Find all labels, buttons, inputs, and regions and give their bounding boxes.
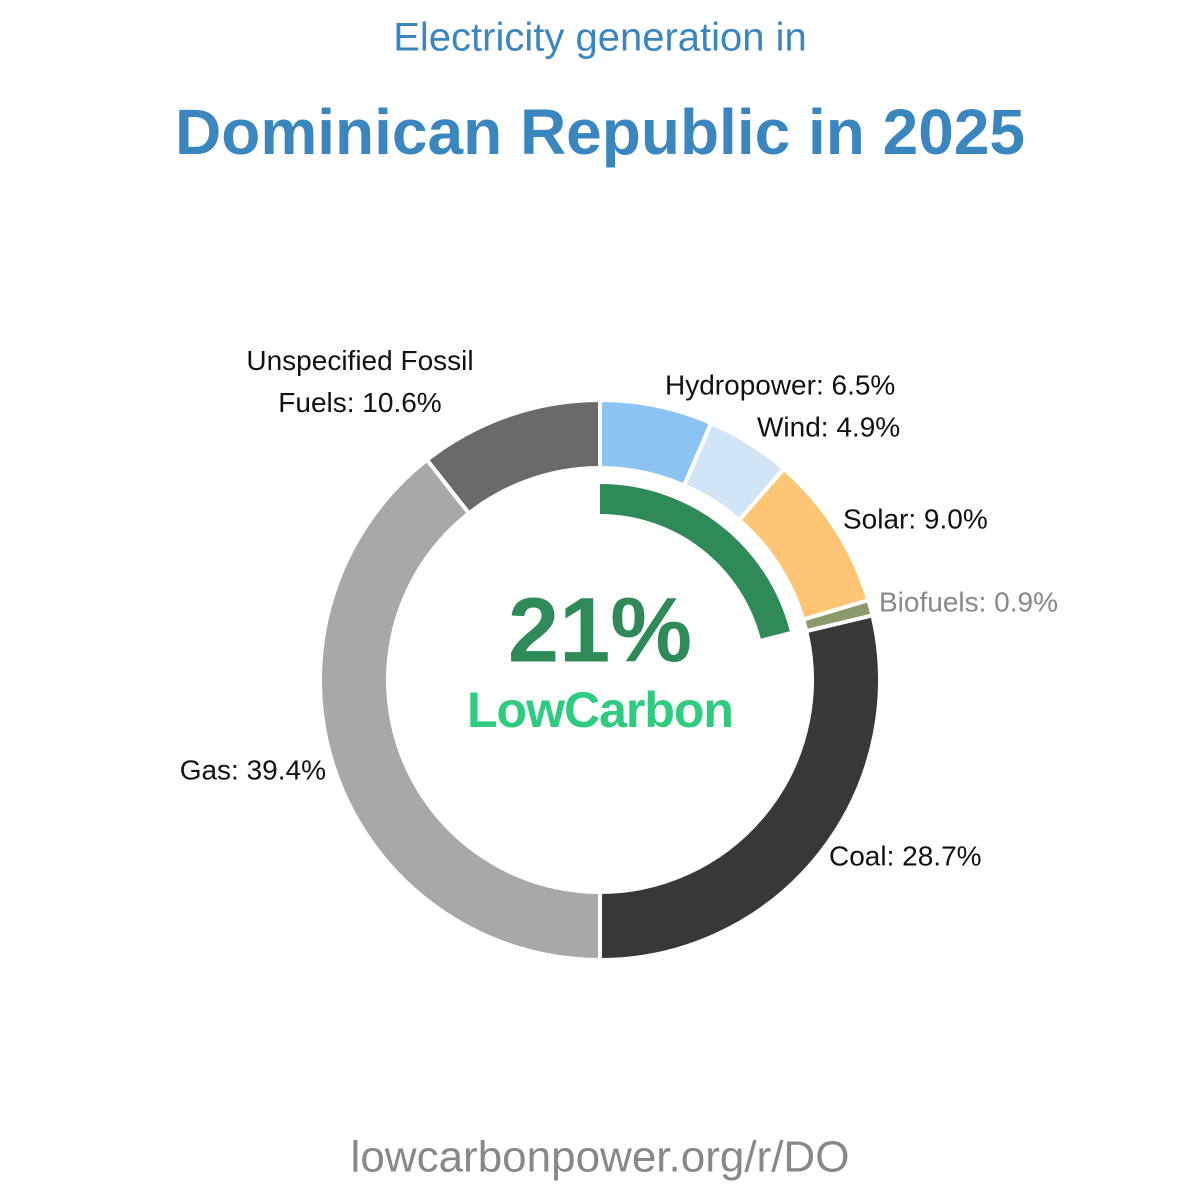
chart-subtitle: Electricity generation in (393, 16, 807, 60)
slice (424, 397, 602, 517)
chart-title: Dominican Republic in 2025 (175, 96, 1025, 168)
brand: LowCarbon (467, 682, 733, 738)
slice-label: Gas: 39.4% (180, 754, 326, 785)
slice (318, 457, 602, 963)
slice-label: Solar: 9.0% (843, 503, 988, 534)
slice-label: Coal: 28.7% (829, 840, 982, 871)
footer: lowcarbonpower.org/r/DO (351, 1133, 850, 1182)
slice-label: Biofuels: 0.9% (879, 586, 1058, 617)
low-carbon-arc (600, 484, 790, 639)
slice-label: Unspecified Fossil Fuels: 10.6% (246, 345, 474, 418)
low-carbon-value: 21% (508, 579, 692, 681)
slice-label: Wind: 4.9% (757, 411, 900, 442)
slice (598, 613, 882, 963)
slice-label: Hydropower: 6.5% (665, 369, 895, 400)
